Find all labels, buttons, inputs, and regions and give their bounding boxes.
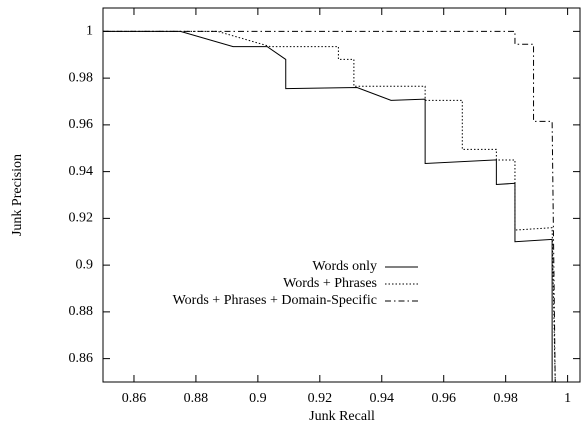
x-tick-label: 0.98 [493, 391, 518, 406]
plot-frame [102, 7, 581, 383]
x-tick-label: 0.88 [184, 391, 209, 406]
y-axis-label: Junk Precision [10, 154, 25, 236]
x-tick-label: 0.92 [308, 391, 333, 406]
y-tick-label: 0.94 [69, 164, 94, 179]
y-tick-label: 0.86 [69, 351, 94, 366]
y-tick-label: 0.98 [69, 70, 94, 85]
y-tick-label: 1 [86, 24, 93, 39]
series-line [103, 30, 556, 383]
x-tick-label: 0.96 [431, 391, 456, 406]
y-tick-label: 0.96 [69, 117, 94, 132]
y-tick-label: 0.9 [76, 257, 94, 272]
x-tick-label: 0.86 [122, 391, 147, 406]
series-line [103, 30, 553, 382]
x-tick-label: 0.94 [370, 391, 395, 406]
y-tick-label: 0.92 [69, 211, 94, 226]
series-line [103, 30, 556, 383]
y-tick-label: 0.88 [69, 304, 94, 319]
x-tick-label: 0.9 [249, 391, 267, 406]
legend-label: Words + Phrases [283, 276, 377, 291]
x-axis-label: Junk Recall [309, 409, 375, 424]
legend-label: Words + Phrases + Domain-Specific [173, 293, 377, 308]
x-tick-label: 1 [564, 391, 571, 406]
legend-label: Words only [312, 259, 377, 274]
